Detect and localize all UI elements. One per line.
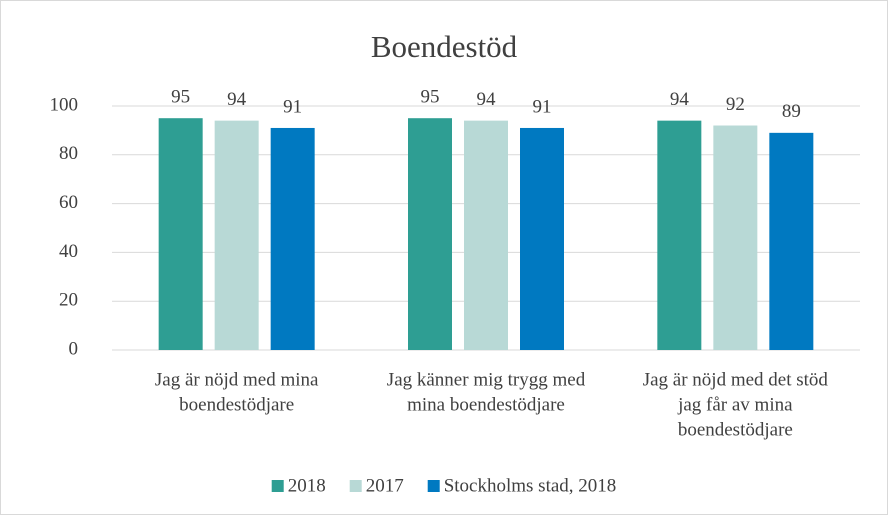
legend-label: Stockholms stad, 2018: [444, 475, 617, 496]
value-label: 94: [670, 89, 690, 110]
x-tick-label: jag får av mina: [677, 394, 793, 415]
y-tick-label: 100: [50, 94, 79, 115]
x-tick-label: boendestödjare: [179, 394, 294, 415]
y-tick-label: 20: [59, 290, 78, 311]
bar: [769, 132, 814, 350]
value-label: 94: [227, 89, 247, 110]
legend-swatch: [427, 480, 440, 492]
x-tick-label: Jag är nöjd med det stöd: [643, 369, 829, 390]
legend-label: 2017: [366, 475, 404, 496]
value-label: 91: [283, 96, 302, 117]
bar: [270, 127, 315, 351]
legend-swatch: [349, 480, 362, 492]
legend-label: 2018: [288, 475, 326, 496]
bar: [158, 118, 203, 350]
value-label: 95: [171, 87, 190, 108]
value-label: 91: [533, 96, 552, 117]
value-label: 94: [477, 89, 497, 110]
y-tick-label: 80: [59, 143, 78, 164]
value-label: 95: [421, 87, 440, 108]
bar: [520, 127, 564, 351]
chart-title: Boendestöd: [371, 29, 518, 64]
legend-swatch: [271, 480, 284, 492]
x-tick-label: Jag känner mig trygg med: [387, 369, 586, 390]
value-label: 89: [782, 101, 801, 122]
x-tick-label: Jag är nöjd med mina: [155, 369, 319, 390]
y-tick-label: 0: [69, 338, 79, 359]
bar: [214, 120, 259, 350]
x-tick-label: boendestödjare: [678, 419, 793, 440]
bar: [464, 120, 508, 350]
bar: [713, 125, 758, 351]
bar: [408, 118, 452, 350]
bar: [657, 120, 702, 350]
x-tick-label: mina boendestödjare: [407, 394, 565, 415]
y-tick-label: 40: [59, 241, 78, 262]
value-label: 92: [726, 94, 745, 115]
y-tick-label: 60: [59, 192, 78, 213]
